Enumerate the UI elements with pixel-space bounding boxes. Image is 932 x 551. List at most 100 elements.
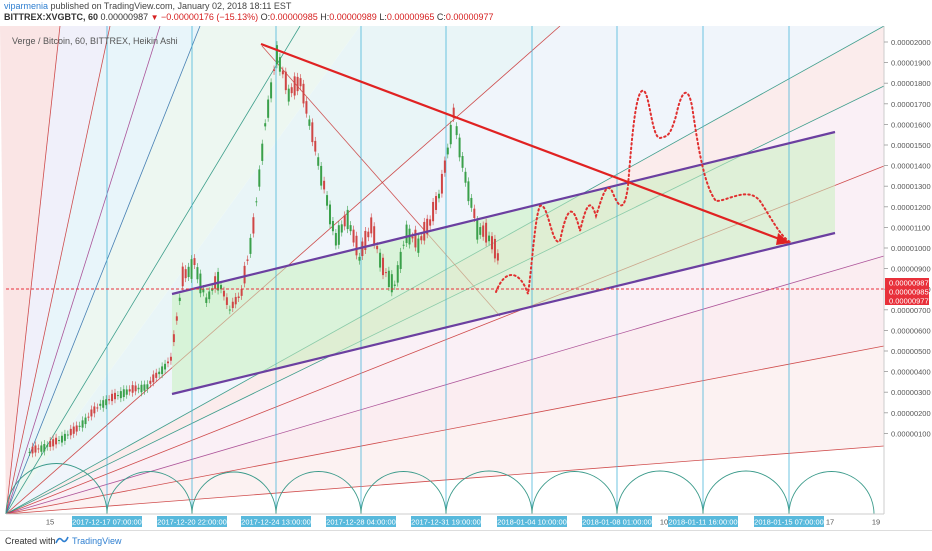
candle-body [49, 441, 52, 447]
down-arrow-icon: ▼ [150, 13, 159, 22]
y-tick-label: 0.00001100 [891, 223, 930, 232]
price-change: −0.00000176 (−15.13%) [161, 12, 259, 22]
candle-body [243, 265, 246, 284]
high-label: H: [320, 12, 330, 22]
candle-body [152, 374, 155, 383]
author-link[interactable]: viparmenia [4, 1, 49, 11]
candle-body [390, 274, 393, 293]
candle-body [161, 366, 164, 375]
y-tick-label: 0.00000700 [891, 306, 931, 315]
tradingview-brand[interactable]: TradingView [72, 536, 122, 546]
candle-body [137, 387, 140, 390]
date-tag: 2018-01-08 01:00:00 [582, 518, 652, 527]
candle-body [205, 297, 208, 303]
y-tick-label: 0.00000200 [891, 409, 931, 418]
candle-body [496, 253, 499, 261]
x-tick-label: 15 [46, 518, 54, 527]
candle-body [275, 45, 278, 65]
candle-body [166, 361, 169, 364]
date-tag: 2017-12-31 19:00:00 [411, 518, 481, 527]
date-tag-bg [72, 516, 142, 527]
candle-body [379, 252, 382, 268]
candle-body [181, 266, 184, 287]
candle-body [187, 266, 190, 278]
candle-body [237, 296, 240, 298]
gann-fan-line [5, 255, 885, 515]
candle-body [225, 297, 228, 305]
candle-body [290, 87, 293, 94]
candle-body [231, 301, 234, 309]
publish-info: published on TradingView.com, January 02… [50, 1, 292, 11]
candle-body [175, 316, 178, 321]
candle-body [252, 217, 255, 234]
gann-fan-line [5, 26, 161, 515]
candle-body [190, 259, 193, 279]
candle-body [405, 224, 408, 244]
trend-arrow-line [260, 42, 783, 242]
candle-body [169, 356, 172, 361]
candle-body [105, 399, 108, 406]
candle-body [314, 140, 317, 152]
candle-body [228, 309, 231, 311]
candle-body [343, 215, 346, 227]
cycle-arc [788, 471, 875, 515]
candle-body [78, 425, 81, 427]
date-tag-bg [411, 516, 481, 527]
candle-body [305, 101, 308, 114]
y-tick-label: 0.00001200 [891, 203, 931, 212]
channel-lower-line [171, 231, 836, 396]
gann-fan-line [5, 26, 301, 515]
date-tag: 2018-01-11 16:00:00 [668, 518, 737, 527]
candle-body [402, 244, 405, 246]
y-tick-label: 0.00001300 [891, 182, 931, 191]
tradingview-logo-icon [55, 536, 69, 544]
candle-body [467, 181, 470, 202]
y-tick-label: 0.00001000 [891, 244, 931, 253]
candle-body [261, 143, 264, 161]
close-label: C: [436, 12, 446, 22]
cycle-arc [531, 471, 618, 515]
candle-body [358, 256, 361, 261]
candle-body [63, 433, 66, 441]
candle-body [293, 76, 296, 96]
candle-body [211, 288, 214, 291]
candle-body [287, 88, 290, 102]
candle-body [40, 445, 43, 452]
footer-bar: Created with TradingView [0, 530, 932, 551]
candle-body [240, 289, 243, 296]
candle-body [302, 83, 305, 104]
candle-body [196, 267, 199, 280]
last-price-tag: 0.00000985 [889, 288, 929, 297]
date-tag: 2018-01-04 10:00:00 [497, 518, 567, 527]
candle-body [493, 238, 496, 259]
chart-canvas[interactable]: Verge / Bitcoin, 60, BITTREX, Heikin Ash… [0, 26, 932, 530]
candle-body [267, 99, 270, 118]
candle-body [255, 201, 258, 203]
candle-body [46, 445, 49, 447]
candle-body [90, 409, 93, 417]
candle-body [437, 193, 440, 199]
candle-body [320, 165, 323, 186]
cycle-arc [106, 471, 193, 515]
candle-body [299, 78, 302, 87]
candle-body [116, 395, 119, 397]
candle-body [149, 380, 152, 384]
candle-body [417, 238, 420, 253]
candle-body [119, 391, 122, 399]
date-tag: 2017-12-28 04:00:00 [326, 518, 396, 527]
candle-body [84, 417, 87, 425]
candle-body [284, 71, 287, 91]
candle-body [414, 229, 417, 248]
candle-body [364, 230, 367, 250]
candle-body [458, 137, 461, 158]
date-tag-bg [497, 516, 567, 527]
symbol-label: BITTREX:XVGBTC, 60 [4, 12, 99, 22]
candle-body [202, 288, 205, 293]
x-tick-label: 19 [872, 518, 880, 527]
candle-body [258, 169, 261, 187]
date-tag-bg [241, 516, 311, 527]
date-tag: 2017-12-20 22:00:00 [157, 518, 227, 527]
candle-body [281, 70, 284, 75]
candle-body [352, 229, 355, 243]
y-tick-label: 0.00002000 [891, 38, 931, 47]
